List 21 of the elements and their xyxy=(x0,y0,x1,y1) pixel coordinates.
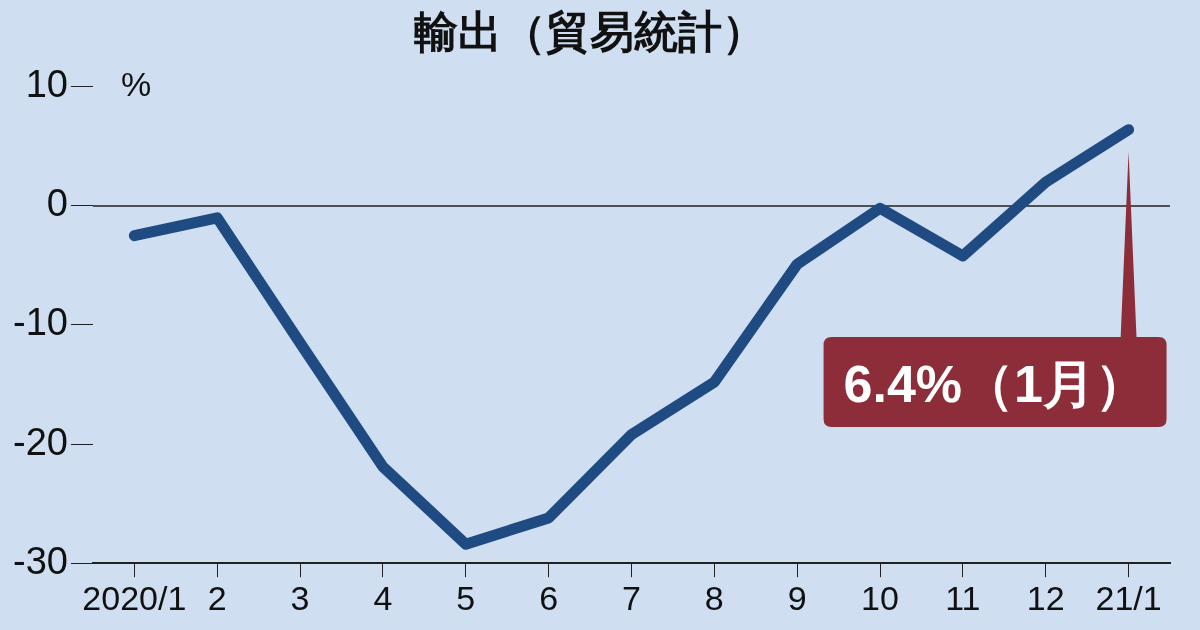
y-tick-label: 0 xyxy=(46,182,68,225)
y-tick-label: -20 xyxy=(13,420,68,463)
x-tick-label: 4 xyxy=(373,578,393,617)
x-tick-label: 5 xyxy=(456,578,476,617)
x-tick-label: 6 xyxy=(539,578,559,617)
x-tick-label: 10 xyxy=(861,578,899,617)
x-tick-label: 2 xyxy=(207,578,227,617)
y-tick-label: 10 xyxy=(25,63,68,106)
y-tick-label: -10 xyxy=(13,301,68,344)
x-tick-label: 9 xyxy=(787,578,807,617)
x-tick-label: 11 xyxy=(945,578,981,617)
x-tick-label: 2020/1 xyxy=(82,578,187,617)
x-tick-label: 7 xyxy=(622,578,641,617)
x-tick-label: 21/1 xyxy=(1095,578,1162,617)
annotation: 6.4%（1月） xyxy=(843,355,1148,413)
chart-title: 輸出（貿易統計） xyxy=(414,6,766,56)
x-tick-label: 12 xyxy=(1026,578,1065,617)
y-tick-label: -30 xyxy=(13,539,68,582)
x-tick-label: 8 xyxy=(704,578,724,617)
y-axis-title: % xyxy=(120,65,152,104)
x-tick-label: 3 xyxy=(290,578,310,617)
